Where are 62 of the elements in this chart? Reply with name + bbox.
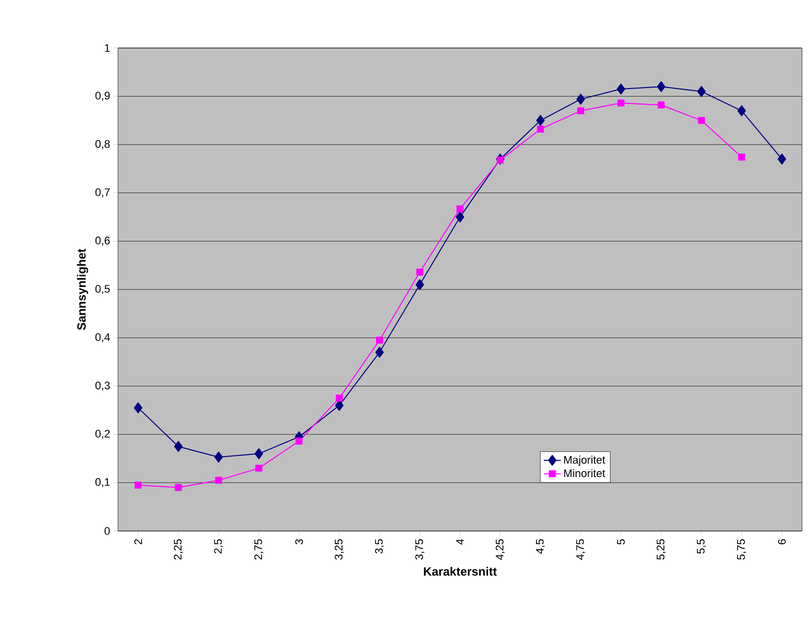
y-axis-title: Sannsynlighet bbox=[76, 248, 88, 330]
y-tick-label: 0,1 bbox=[95, 478, 110, 488]
x-tick-label: 5,5 bbox=[696, 539, 706, 554]
y-tick-label: 0,2 bbox=[95, 430, 110, 439]
x-tick-label: 5,25 bbox=[656, 539, 666, 560]
legend-label: Majoritet bbox=[564, 456, 606, 466]
x-tick-label: 2 bbox=[134, 539, 142, 544]
point bbox=[214, 452, 223, 463]
point bbox=[134, 402, 142, 414]
point bbox=[737, 105, 746, 116]
point bbox=[738, 154, 746, 161]
point bbox=[254, 448, 264, 460]
x-axis-title: Karaktersnitt bbox=[424, 566, 497, 576]
x-tick-label: 3,5 bbox=[375, 539, 384, 554]
x-tick-label: 3,25 bbox=[334, 539, 344, 560]
point bbox=[174, 440, 183, 452]
point bbox=[296, 438, 303, 445]
y-tick-label: 0,8 bbox=[95, 140, 110, 150]
x-tick-label: 5 bbox=[617, 539, 625, 544]
x-tick-label: 6 bbox=[778, 539, 786, 544]
y-tick-label: 0 bbox=[104, 527, 110, 535]
point bbox=[215, 476, 222, 484]
point bbox=[375, 346, 384, 358]
y-tick-label: 0,9 bbox=[95, 92, 110, 101]
point bbox=[536, 114, 545, 126]
x-tick-label: 4,25 bbox=[496, 539, 505, 560]
point bbox=[778, 154, 786, 165]
point bbox=[616, 84, 626, 95]
point bbox=[456, 212, 464, 223]
x-tick-label: 2,5 bbox=[214, 539, 224, 554]
y-tick-label: 0,3 bbox=[95, 382, 110, 391]
point bbox=[658, 101, 665, 108]
point bbox=[536, 126, 544, 133]
point bbox=[416, 268, 424, 276]
y-tick-label: 0,7 bbox=[95, 188, 110, 198]
x-tick-label: 4,75 bbox=[576, 539, 586, 560]
point bbox=[617, 100, 624, 107]
x-tick-label: 5,75 bbox=[737, 539, 746, 560]
point bbox=[255, 464, 262, 472]
y-tick-label: 0,6 bbox=[95, 236, 110, 246]
point bbox=[576, 94, 585, 105]
x-tick-label: 3,75 bbox=[415, 539, 424, 560]
point bbox=[496, 156, 504, 164]
point bbox=[376, 336, 384, 344]
point bbox=[174, 484, 182, 492]
x-tick-label: 2,75 bbox=[254, 539, 264, 560]
y-tick-label: 0,5 bbox=[95, 284, 110, 294]
point bbox=[697, 86, 706, 97]
x-tick-label: 2,25 bbox=[174, 539, 183, 560]
point bbox=[416, 279, 424, 290]
x-tick-label: 4,5 bbox=[536, 539, 545, 554]
y-tick-label: 1 bbox=[104, 44, 110, 52]
point bbox=[577, 107, 584, 114]
legend-label: Minoritet bbox=[564, 469, 606, 478]
point bbox=[698, 116, 705, 124]
y-tick-label: 0,4 bbox=[95, 333, 110, 342]
point bbox=[656, 81, 666, 92]
x-tick-label: 4 bbox=[456, 539, 464, 545]
x-tick-label: 3 bbox=[295, 539, 303, 544]
point bbox=[336, 394, 343, 402]
point bbox=[134, 482, 142, 489]
point bbox=[456, 205, 464, 212]
